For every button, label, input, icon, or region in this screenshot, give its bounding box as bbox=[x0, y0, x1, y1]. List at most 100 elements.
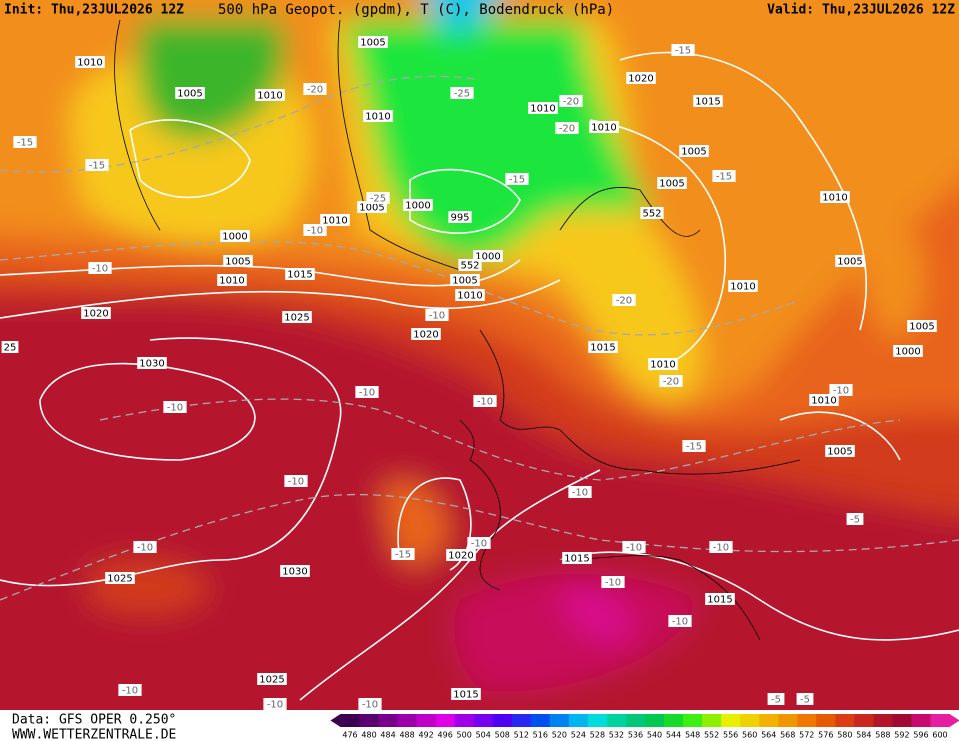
colorbar-cell bbox=[378, 714, 399, 727]
label-box bbox=[88, 262, 112, 274]
colorbar-cell bbox=[664, 714, 684, 727]
temperature-label: -10 bbox=[672, 617, 688, 628]
temperature-label: -20 bbox=[616, 296, 632, 307]
temperature-label: -15 bbox=[17, 138, 33, 149]
label-box bbox=[893, 345, 923, 357]
colorbar-label: 524 bbox=[571, 731, 586, 740]
pressure-label: 552 bbox=[642, 209, 661, 220]
label-box bbox=[562, 552, 592, 564]
colorbar-cell bbox=[568, 714, 589, 727]
label-box bbox=[601, 576, 625, 588]
label-box bbox=[285, 268, 315, 280]
label-box bbox=[425, 309, 449, 321]
pressure-label: 1000 bbox=[475, 252, 500, 263]
colorbar-cell bbox=[816, 714, 836, 727]
colorbar-cell bbox=[911, 714, 931, 727]
pressure-label: 1000 bbox=[895, 347, 920, 358]
colorbar-label: 564 bbox=[761, 731, 776, 740]
label-box bbox=[589, 121, 619, 133]
colorbar-label: 576 bbox=[818, 731, 833, 740]
label-box bbox=[473, 395, 497, 407]
label-box bbox=[366, 192, 390, 204]
label-box bbox=[355, 386, 379, 398]
temperature-label: -10 bbox=[288, 477, 304, 488]
coastlines bbox=[114, 19, 801, 641]
pressure-label: 1010 bbox=[77, 58, 102, 69]
colorbar-label: 488 bbox=[399, 731, 414, 740]
label-box bbox=[280, 565, 310, 577]
colorbar-cell bbox=[873, 714, 893, 727]
label-box bbox=[303, 224, 327, 236]
label-box bbox=[612, 294, 636, 306]
label-box bbox=[455, 289, 485, 301]
label-box bbox=[451, 688, 481, 700]
colorbar-cell bbox=[492, 714, 513, 727]
label-box bbox=[257, 673, 287, 685]
label-box bbox=[255, 89, 285, 101]
label-box bbox=[829, 384, 853, 396]
pressure-label: 1010 bbox=[591, 123, 616, 134]
pressure-label: 1025 bbox=[107, 574, 132, 585]
colorbar-cell bbox=[625, 714, 646, 727]
temperature-label: -10 bbox=[833, 386, 849, 397]
label-box bbox=[75, 56, 105, 68]
label-box bbox=[446, 549, 476, 561]
pressure-label: 1020 bbox=[413, 330, 438, 341]
colorbar-label: 476 bbox=[342, 731, 357, 740]
colorbar-cell bbox=[854, 714, 874, 727]
colorbar-label: 484 bbox=[380, 731, 395, 740]
label-box bbox=[320, 214, 350, 226]
colorbar-cell bbox=[397, 714, 418, 727]
temperature-label: -15 bbox=[716, 172, 732, 183]
pressure-label: 1015 bbox=[453, 690, 478, 701]
label-box bbox=[263, 698, 287, 710]
label-box bbox=[668, 615, 692, 627]
temperature-label: -15 bbox=[395, 550, 411, 561]
label-box bbox=[411, 328, 441, 340]
colorbar-cell bbox=[530, 714, 551, 727]
label-box bbox=[555, 122, 579, 134]
temperature-label: -15 bbox=[89, 161, 105, 172]
pressure-label: 1025 bbox=[259, 675, 284, 686]
label-box bbox=[391, 548, 415, 560]
colorbar-label: 500 bbox=[457, 731, 472, 740]
label-box bbox=[163, 401, 187, 413]
temperature-label: -10 bbox=[137, 543, 153, 554]
temperature-label: -10 bbox=[359, 388, 375, 399]
label-box bbox=[467, 537, 491, 549]
pressure-label: 1030 bbox=[139, 359, 164, 370]
colorbar-label: 544 bbox=[666, 731, 681, 740]
colorbar-label: 600 bbox=[932, 731, 947, 740]
pressure-label: 1005 bbox=[909, 322, 934, 333]
pressure-label: 1020 bbox=[448, 551, 473, 562]
colorbar-cell bbox=[721, 714, 741, 727]
label-box bbox=[282, 311, 312, 323]
temperature-label: -10 bbox=[429, 311, 445, 322]
pressure-label: 1020 bbox=[628, 74, 653, 85]
temperature-label: -20 bbox=[563, 97, 579, 108]
label-box bbox=[450, 274, 480, 286]
colorbar-label: 528 bbox=[590, 731, 605, 740]
label-box bbox=[682, 440, 706, 452]
label-box bbox=[659, 375, 683, 387]
colorbar-label: 492 bbox=[418, 731, 433, 740]
label-box bbox=[809, 394, 839, 406]
colorbar-cell bbox=[340, 714, 361, 727]
label-box bbox=[284, 475, 308, 487]
label-box bbox=[223, 255, 253, 267]
colorbar-label: 560 bbox=[742, 731, 757, 740]
colorbar-label: 588 bbox=[875, 731, 890, 740]
pressure-label: 1020 bbox=[83, 309, 108, 320]
pressure-label: 1005 bbox=[359, 203, 384, 214]
colorbar-label: 504 bbox=[476, 731, 491, 740]
temperature-label: -10 bbox=[572, 488, 588, 499]
colorbar-cell bbox=[473, 714, 494, 727]
colorbar-label: 540 bbox=[647, 731, 662, 740]
colorbar-cell bbox=[454, 714, 475, 727]
label-box bbox=[671, 44, 695, 56]
pressure-label: 1015 bbox=[707, 595, 732, 606]
temperature-label: -5 bbox=[800, 695, 810, 706]
temperature-label: -10 bbox=[605, 578, 621, 589]
colorbar-cell bbox=[645, 714, 665, 727]
